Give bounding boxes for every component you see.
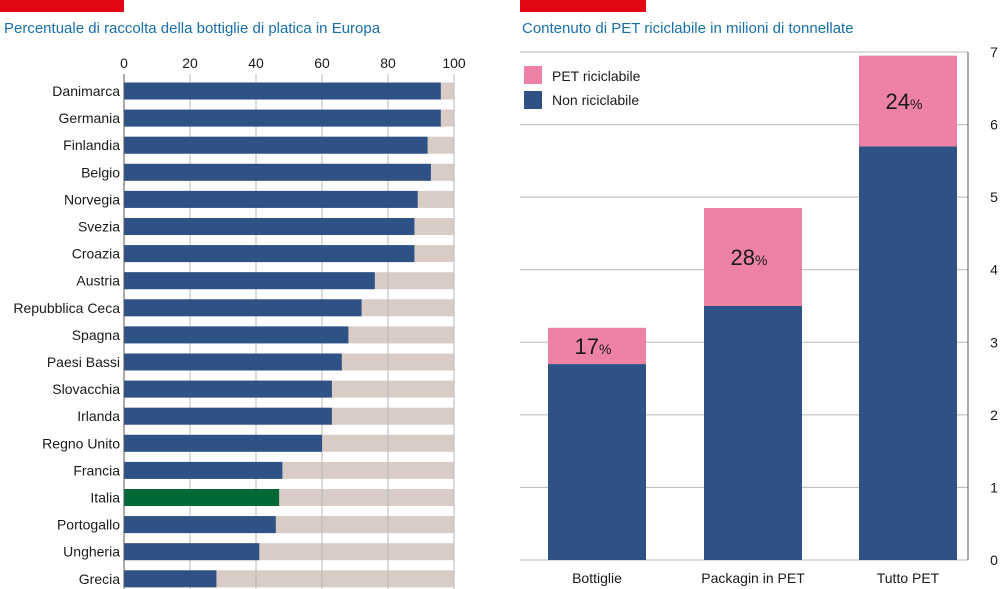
x-tick-label: 100 (442, 55, 466, 71)
y-tick-label: 3 (990, 334, 998, 350)
category-label: Francia (73, 462, 120, 478)
x-category-label: Tutto PET (877, 570, 940, 586)
x-tick-label: 20 (182, 55, 198, 71)
bar-danimarca (124, 82, 441, 100)
legend-label-non-riciclabile: Non riciclabile (552, 92, 639, 108)
category-label: Portogallo (57, 517, 120, 533)
category-label: Slovacchia (52, 381, 120, 397)
category-label: Regno Unito (42, 435, 120, 451)
category-label: Norvegia (64, 191, 120, 207)
category-label: Belgio (81, 164, 120, 180)
bar-non-riciclabile-tutto-pet (859, 146, 957, 561)
bar-belgio (124, 163, 431, 181)
bar-ungheria (124, 543, 260, 561)
bar-finlandia (124, 136, 428, 154)
bar-spagna (124, 326, 349, 344)
bar-paesi-bassi (124, 353, 342, 371)
left-chart-title: Percentuale di raccolta della bottiglie … (4, 20, 381, 37)
bar-italia (124, 489, 280, 506)
x-tick-label: 0 (120, 55, 128, 71)
category-label: Repubblica Ceca (13, 300, 120, 316)
x-tick-label: 40 (248, 55, 264, 71)
bar-slovacchia (124, 380, 332, 398)
legend-label-pet-riciclabile: PET riciclabile (552, 68, 641, 84)
x-tick-label: 60 (314, 55, 330, 71)
bar-pet-riciclabile-bottiglie (548, 327, 646, 365)
x-tick-label: 80 (380, 55, 396, 71)
right-chart-title: Contenuto di PET riciclabile in milioni … (522, 20, 854, 37)
category-label: Ungheria (63, 544, 120, 560)
legend-swatch-pet-riciclabile (524, 66, 542, 84)
y-tick-label: 5 (990, 189, 998, 205)
category-label: Danimarca (52, 83, 120, 99)
segment-percent-label: 17% (575, 334, 612, 359)
y-tick-label: 7 (990, 44, 998, 60)
bar-non-riciclabile-packagin-in-pet (704, 306, 802, 560)
category-label: Finlandia (63, 137, 120, 153)
category-label: Grecia (79, 571, 120, 587)
bar-repubblica-ceca (124, 299, 362, 317)
segment-percent-label: 24% (886, 89, 923, 114)
category-label: Germania (59, 110, 121, 126)
bar-regno-unito (124, 434, 322, 452)
x-category-label: Bottiglie (572, 570, 622, 586)
legend-swatch-non-riciclabile (524, 91, 542, 109)
y-tick-label: 6 (990, 117, 998, 133)
left-accent-bar (0, 0, 124, 12)
bar-non-riciclabile-bottiglie (548, 364, 646, 560)
segment-percent-label: 28% (731, 245, 768, 270)
bar-pet-riciclabile-packagin-in-pet (704, 208, 802, 306)
bar-irlanda (124, 407, 332, 425)
category-label: Spagna (72, 327, 120, 343)
bar-germania (124, 109, 441, 127)
y-tick-label: 4 (990, 262, 998, 278)
category-label: Irlanda (77, 408, 120, 424)
bar-francia (124, 461, 283, 479)
category-label: Italia (90, 490, 120, 506)
bar-norvegia (124, 190, 418, 208)
y-tick-label: 0 (990, 552, 998, 568)
right-accent-bar (520, 0, 646, 12)
category-label: Paesi Bassi (47, 354, 120, 370)
bar-pet-riciclabile-tutto-pet (859, 55, 957, 147)
category-label: Croazia (72, 246, 120, 262)
category-label: Svezia (78, 219, 120, 235)
bar-portogallo (124, 516, 276, 534)
bar-croazia (124, 245, 415, 263)
bar-svezia (124, 218, 415, 235)
bar-austria (124, 272, 375, 290)
x-category-label: Packagin in PET (701, 570, 805, 586)
y-tick-label: 1 (990, 479, 998, 495)
bar-grecia (124, 570, 217, 588)
category-label: Austria (76, 273, 120, 289)
y-tick-label: 2 (990, 407, 998, 423)
